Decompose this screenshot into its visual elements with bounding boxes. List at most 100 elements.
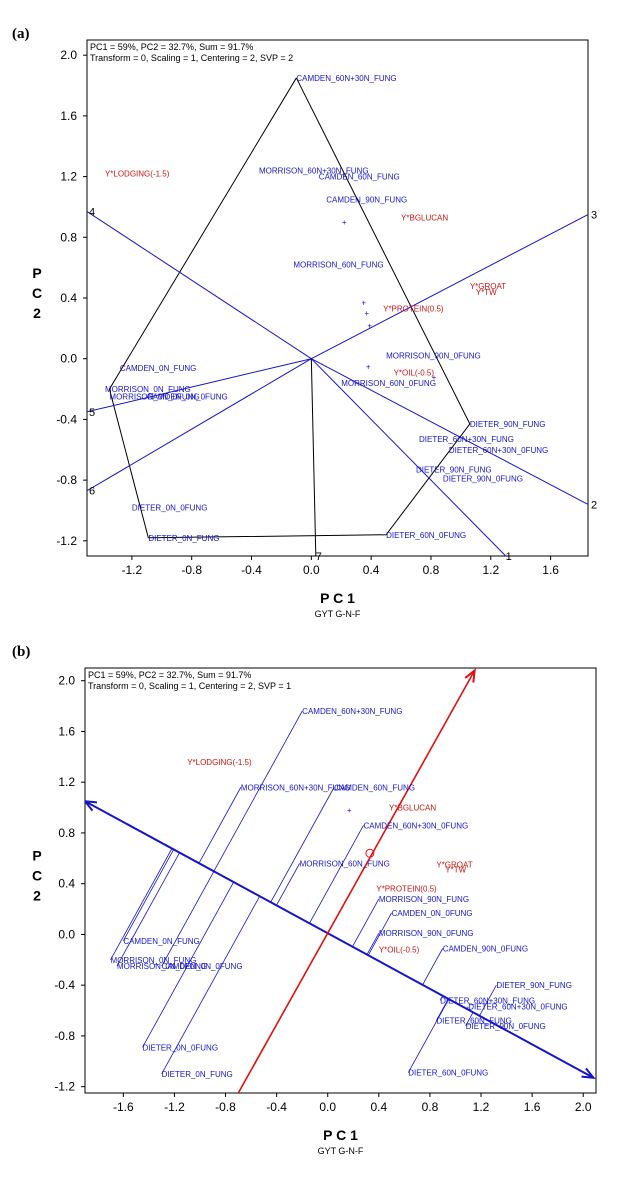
axis-arrowhead-right <box>581 1067 596 1080</box>
genotype-label: DIETER_90N_0FUNG <box>443 475 523 484</box>
genotype-label: MORRISON_0N_FUNG <box>105 385 191 394</box>
y-tick-label: -0.8 <box>56 473 77 487</box>
genotype-label: MORRISON_90N_0FUNG <box>386 352 481 361</box>
info-line: Transform = 0, Scaling = 1, Centering = … <box>90 53 293 63</box>
panel-label: (a) <box>12 26 30 42</box>
genotype-label: MORRISON_0N_0FUNG <box>117 962 207 971</box>
environment-label: Y*PROTEIN(0.5) <box>383 305 444 314</box>
projection-line <box>435 998 449 1021</box>
genotype-label: MORRISON_60N_FUNG <box>293 261 383 270</box>
genotype-label: CAMDEN_0N_FUNG <box>120 364 196 373</box>
x-tick-label: -1.2 <box>164 1100 185 1114</box>
environment-label: Y*BGLUCAN <box>401 214 448 223</box>
projection-line <box>198 787 242 864</box>
biplot-panel-b: (b) PC1 = 59%, PC2 = 32.7%, Sum = 91.7%Tr… <box>12 644 597 1156</box>
projection-line <box>161 871 215 967</box>
sector-ray <box>87 358 312 492</box>
genotype-label: DIETER_60N+30N_0FUNG <box>468 1003 567 1012</box>
genotype-label: MORRISON_60N_FUNG <box>300 859 390 868</box>
environment-label: Y*OIL(-0.5) <box>379 946 420 955</box>
x-tick-label: -0.8 <box>181 563 202 577</box>
genotype-label: MORRISON_60N+30N_FUNG <box>259 167 369 176</box>
genotype-label: DIETER_90N_FUNG <box>470 420 546 429</box>
genotype-label: DIETER_90N_0FUNG <box>466 1022 546 1031</box>
genotype-label: MORRISON_60N+30N_FUNG <box>241 783 351 792</box>
projection-line <box>110 848 173 960</box>
genotype-label: CAMDEN_0N_FUNG <box>123 937 199 946</box>
genotype-label: DIETER_90N_FUNG <box>416 465 492 474</box>
genotype-label: DIETER_0N_0FUNG <box>142 1043 218 1052</box>
environment-label: Y*OIL(-0.5) <box>394 368 435 377</box>
projection-line <box>465 1012 474 1026</box>
x-tick-label: 2.0 <box>575 1100 592 1114</box>
y-axis-title-char: 2 <box>33 305 41 321</box>
x-tick-label: 1.2 <box>473 1100 490 1114</box>
plus-marker: + <box>366 362 371 371</box>
plus-marker: + <box>364 309 369 318</box>
y-tick-label: 1.2 <box>58 775 75 789</box>
y-axis-title-char: P <box>32 848 41 864</box>
x-tick-label: -1.2 <box>122 563 143 577</box>
projection-line <box>276 863 300 906</box>
x-tick-label: -1.6 <box>113 1100 134 1114</box>
y-tick-label: 2.0 <box>60 48 77 62</box>
y-axis-title-char: C <box>32 868 42 884</box>
polygon-hull <box>108 77 471 539</box>
environment-label: Y*GROAT <box>470 282 506 291</box>
x-tick-label: -0.4 <box>266 1100 287 1114</box>
projection-line <box>122 849 175 941</box>
sector-ray <box>310 358 317 556</box>
genotype-label: CAMDEN_0N_0FUNG <box>147 393 228 402</box>
projection-line <box>213 710 303 872</box>
plus-marker: + <box>347 806 352 815</box>
environment-label: Y*TW <box>476 288 497 297</box>
x-tick-label: 0.4 <box>363 563 380 577</box>
projection-line <box>116 852 180 967</box>
projection-line <box>352 898 380 947</box>
projection-line <box>142 881 234 1048</box>
sector-ray <box>87 211 312 360</box>
genotype-label: CAMDEN_60N_FUNG <box>319 173 400 182</box>
y-tick-label: -0.8 <box>54 1029 75 1043</box>
sector-ray-label: 1 <box>506 551 512 563</box>
genotype-label: MORRISON_90N_FUNG <box>379 895 469 904</box>
x-tick-label: 0.0 <box>319 1100 336 1114</box>
sector-ray-label: 5 <box>89 407 95 419</box>
projection-line <box>422 948 444 986</box>
sector-ray <box>311 358 588 505</box>
genotype-label: DIETER_60N_FUNG <box>436 1017 512 1026</box>
x-axis-title: P C 1 <box>323 1127 358 1143</box>
sector-ray <box>311 214 588 360</box>
ordinate-arrowhead <box>464 668 476 683</box>
genotype-label: DIETER_60N+30N_FUNG <box>440 996 535 1005</box>
environment-label: Y*GROAT <box>436 861 472 870</box>
x-axis-subtitle: GYT G-N-F <box>315 609 361 619</box>
projection-line <box>479 984 497 1016</box>
info-line: PC1 = 59%, PC2 = 32.7%, Sum = 91.7% <box>90 42 253 52</box>
y-axis-title-char: C <box>32 285 42 301</box>
genotype-label: MORRISON_0N_0FUNG <box>109 393 199 402</box>
environment-label: Y*LODGING(-1.5) <box>105 170 170 179</box>
x-tick-label: 0.4 <box>370 1100 387 1114</box>
plot-area: ++++++CAMDEN_60N+30N_FUNGMORRISON_60N+30… <box>87 74 588 556</box>
plus-marker: + <box>367 321 372 330</box>
x-tick-label: -0.8 <box>215 1100 236 1114</box>
projection-line <box>367 912 392 956</box>
y-tick-label: -1.2 <box>54 1080 75 1094</box>
y-tick-label: 0.8 <box>58 826 75 840</box>
x-tick-label: 0.8 <box>422 1100 439 1114</box>
y-tick-label: 0.4 <box>58 877 75 891</box>
x-tick-label: -0.4 <box>241 563 262 577</box>
y-tick-label: -0.4 <box>56 412 77 426</box>
y-tick-label: 1.6 <box>60 109 77 123</box>
genotype-label: MORRISON_90N_0FUNG <box>379 929 474 938</box>
genotype-label: DIETER_0N_FUNG <box>162 1070 233 1079</box>
sector-ray-label: 2 <box>591 499 597 511</box>
x-tick-label: 1.6 <box>524 1100 541 1114</box>
sector-ray <box>310 358 507 556</box>
genotype-label: DIETER_60N_0FUNG <box>386 531 466 540</box>
x-axis-title: P C 1 <box>320 590 355 606</box>
genotype-label: DIETER_60N+30N_0FUNG <box>449 446 548 455</box>
y-tick-label: -1.2 <box>56 534 77 548</box>
y-tick-label: 1.2 <box>60 170 77 184</box>
